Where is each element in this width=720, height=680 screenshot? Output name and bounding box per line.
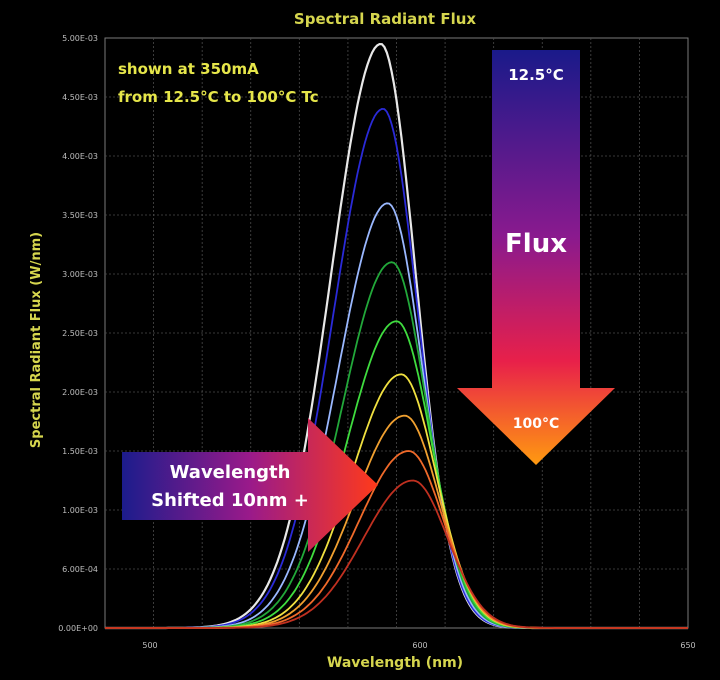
y-tick-label: 4.50E-03 (62, 93, 98, 102)
flux-arrow: 12.5°C Flux 100°C (457, 50, 615, 465)
y-tick-label: 6.00E-04 (62, 565, 98, 574)
wavelength-arrow-shape (122, 418, 378, 552)
y-tick-label: 1.50E-03 (62, 447, 98, 456)
wavelength-arrow-line2: Shifted 10nm + (151, 490, 309, 511)
condition-note-line2: from 12.5°C to 100°C Tc (118, 88, 319, 106)
series-curves (105, 42, 688, 630)
y-tick-label: 2.50E-03 (62, 329, 98, 338)
grid (105, 38, 688, 628)
y-tick-label: 1.00E-03 (62, 506, 98, 515)
x-axis-label: Wavelength (nm) (327, 655, 463, 671)
chart-title: Spectral Radiant Flux (294, 10, 476, 28)
wavelength-arrow-line1: Wavelength (170, 462, 291, 483)
y-tick-label: 4.00E-03 (62, 152, 98, 161)
x-tick-labels: 500 600 650 (142, 641, 695, 650)
condition-note-line1: shown at 350mA (118, 60, 259, 78)
flux-arrow-shape (457, 50, 615, 465)
y-tick-label: 2.00E-03 (62, 388, 98, 397)
flux-arrow-label: Flux (505, 229, 567, 259)
y-tick-label: 3.00E-03 (62, 270, 98, 279)
x-tick-label: 600 (412, 641, 427, 650)
series-line-8 (105, 479, 688, 629)
x-tick-label: 500 (142, 641, 157, 650)
flux-bottom-temp: 100°C (513, 416, 560, 432)
y-tick-label: 5.00E-03 (62, 34, 98, 43)
wavelength-shift-arrow: Wavelength Shifted 10nm + (122, 418, 378, 552)
flux-top-temp: 12.5°C (508, 66, 564, 84)
y-tick-label: 3.50E-03 (62, 211, 98, 220)
x-tick-label: 650 (680, 641, 695, 650)
y-tick-label: 0.00E+00 (58, 624, 98, 633)
y-tick-labels: 5.00E-03 4.50E-03 4.00E-03 3.50E-03 3.00… (58, 34, 98, 633)
y-axis-label: Spectral Radiant Flux (W/nm) (29, 232, 44, 448)
